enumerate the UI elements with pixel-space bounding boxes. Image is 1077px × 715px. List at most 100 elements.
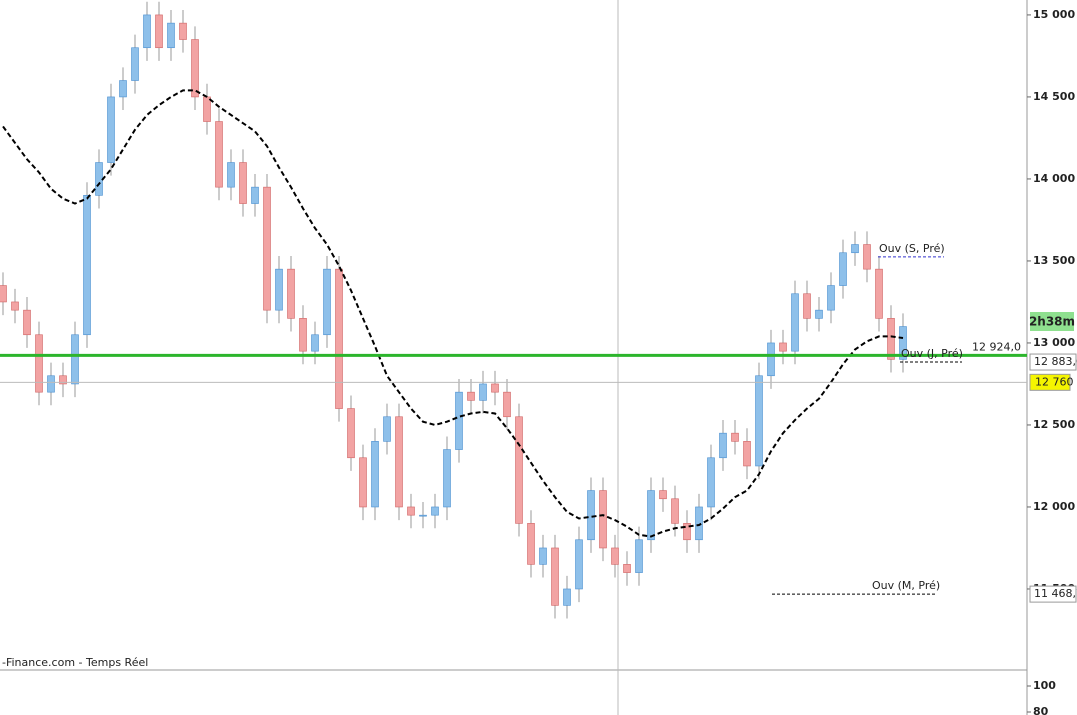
candle-body [95,162,103,196]
candle-body [155,14,163,49]
y-tick-label: 12 000 [1033,500,1075,513]
candle-body [743,441,751,467]
candle-body [311,334,319,352]
candle-body [323,268,331,336]
candle-body [299,318,307,352]
candle-body [671,498,679,524]
candle-body [863,244,871,270]
y-tick-label: 100 [1033,679,1056,692]
candle-body [23,309,31,336]
candle-body [11,301,19,311]
candle-body [659,490,667,500]
candle-body [275,268,283,311]
candle-body [791,293,799,352]
y-tick-label: 14 000 [1033,172,1075,185]
candle-body [227,162,235,188]
candle-body [467,391,475,401]
candle-body [215,121,223,188]
candle-body [167,22,175,49]
candle-body [839,252,847,286]
y-tick-label: 14 500 [1033,90,1075,103]
candle-body [575,539,583,590]
candle-body [119,80,127,98]
candle-body [779,342,787,352]
level-name: Ouv (J, Pré) [901,347,963,360]
candle-body [335,268,343,409]
price-label: 12 883,6 [1034,355,1077,368]
candle-body [479,383,487,401]
candle-body [71,334,79,385]
candle-body [695,506,703,541]
candle-body [587,490,595,541]
timer: 2h38m [1029,315,1075,329]
candle-body [383,416,391,442]
candle-body [287,268,295,319]
candle-body [35,334,43,393]
candle-body [263,186,271,311]
candle-body [707,457,715,508]
candle-body [443,449,451,508]
candle-body [251,186,259,204]
candle-body [143,14,151,49]
candle-body [683,523,691,541]
level-name: Ouv (S, Pré) [879,242,945,255]
candle-body [407,506,415,516]
candle-body [203,96,211,122]
candle-body [551,547,559,606]
candle-body [755,375,763,467]
price-box [1029,353,1077,371]
candle-body [767,342,775,377]
candle-body [635,539,643,573]
cursor-box [1029,373,1071,391]
candle-body [515,416,523,524]
level-name: Ouv (M, Pré) [872,579,940,592]
price-box [1029,585,1077,603]
y-tick-label: 12 500 [1033,418,1075,431]
candle-body [827,285,835,311]
y-tick-label: 15 000 [1033,8,1075,21]
candle-body [191,39,199,98]
candle-body [611,547,619,565]
candle-body [599,490,607,549]
candle-body [491,383,499,393]
candle-body [851,244,859,254]
candle-body [47,375,55,393]
candle-body [539,547,547,565]
candle-body [815,309,823,319]
candle-body [239,162,247,204]
cursor-label: 12 760 [1035,375,1074,388]
support-label: 12 924,0 [972,340,1021,353]
candle-body [875,268,883,319]
candle-body [647,490,655,541]
candle-body [719,432,727,459]
candle-body [0,285,7,303]
candle-body [419,514,427,517]
candle-body [731,432,739,442]
candle-body [803,293,811,319]
candle-body [563,588,571,606]
candle-body [899,326,907,360]
candle-body [347,408,355,459]
candle-body [503,391,511,418]
candle-body [887,318,895,360]
timer-box [1030,312,1074,331]
y-tick-label: 13 500 [1033,254,1075,267]
candle-body [395,416,403,508]
candle-body [527,523,535,565]
candle-body [107,96,115,163]
y-tick-label: 80 [1033,705,1049,715]
candle-body [431,506,439,516]
candle-body [371,441,379,508]
candle-body [59,375,67,385]
y-tick-label: 13 000 [1033,336,1075,349]
candle-body [455,391,463,450]
candle-body [131,47,139,81]
source: -Finance.com - Temps Réel [2,656,148,669]
candle-body [179,22,187,40]
candle-body [359,457,367,508]
candle-body [623,564,631,573]
candle-body [83,195,91,336]
moving-average [2,89,904,538]
price-label: 11 468,7 [1034,587,1077,600]
